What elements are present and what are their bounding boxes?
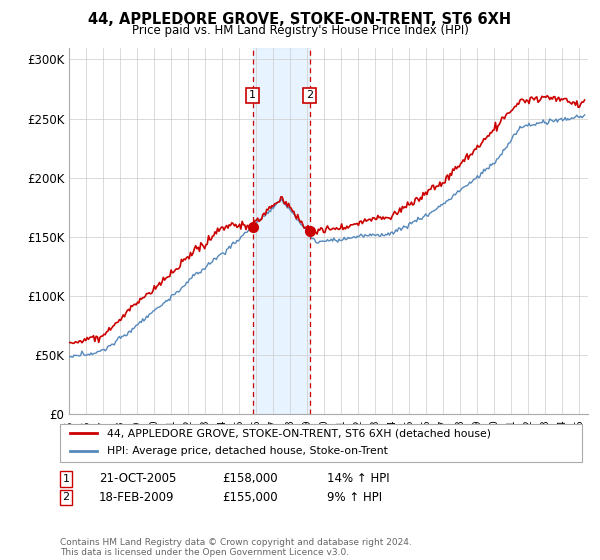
Bar bbox=[253, 48, 310, 414]
Text: 2: 2 bbox=[306, 90, 313, 100]
Text: 44, APPLEDORE GROVE, STOKE-ON-TRENT, ST6 6XH (detached house): 44, APPLEDORE GROVE, STOKE-ON-TRENT, ST6… bbox=[107, 428, 491, 438]
Text: Contains HM Land Registry data © Crown copyright and database right 2024.
This d: Contains HM Land Registry data © Crown c… bbox=[60, 538, 412, 557]
Text: 14% ↑ HPI: 14% ↑ HPI bbox=[327, 472, 389, 486]
Text: 1: 1 bbox=[249, 90, 256, 100]
FancyBboxPatch shape bbox=[60, 424, 582, 462]
Text: £158,000: £158,000 bbox=[222, 472, 278, 486]
Text: HPI: Average price, detached house, Stoke-on-Trent: HPI: Average price, detached house, Stok… bbox=[107, 446, 388, 456]
Text: Price paid vs. HM Land Registry's House Price Index (HPI): Price paid vs. HM Land Registry's House … bbox=[131, 24, 469, 36]
Text: 2: 2 bbox=[62, 492, 70, 502]
Text: 9% ↑ HPI: 9% ↑ HPI bbox=[327, 491, 382, 504]
Text: 44, APPLEDORE GROVE, STOKE-ON-TRENT, ST6 6XH: 44, APPLEDORE GROVE, STOKE-ON-TRENT, ST6… bbox=[88, 12, 512, 27]
Text: 21-OCT-2005: 21-OCT-2005 bbox=[99, 472, 176, 486]
Text: 18-FEB-2009: 18-FEB-2009 bbox=[99, 491, 175, 504]
Text: £155,000: £155,000 bbox=[222, 491, 278, 504]
Text: 1: 1 bbox=[62, 474, 70, 484]
